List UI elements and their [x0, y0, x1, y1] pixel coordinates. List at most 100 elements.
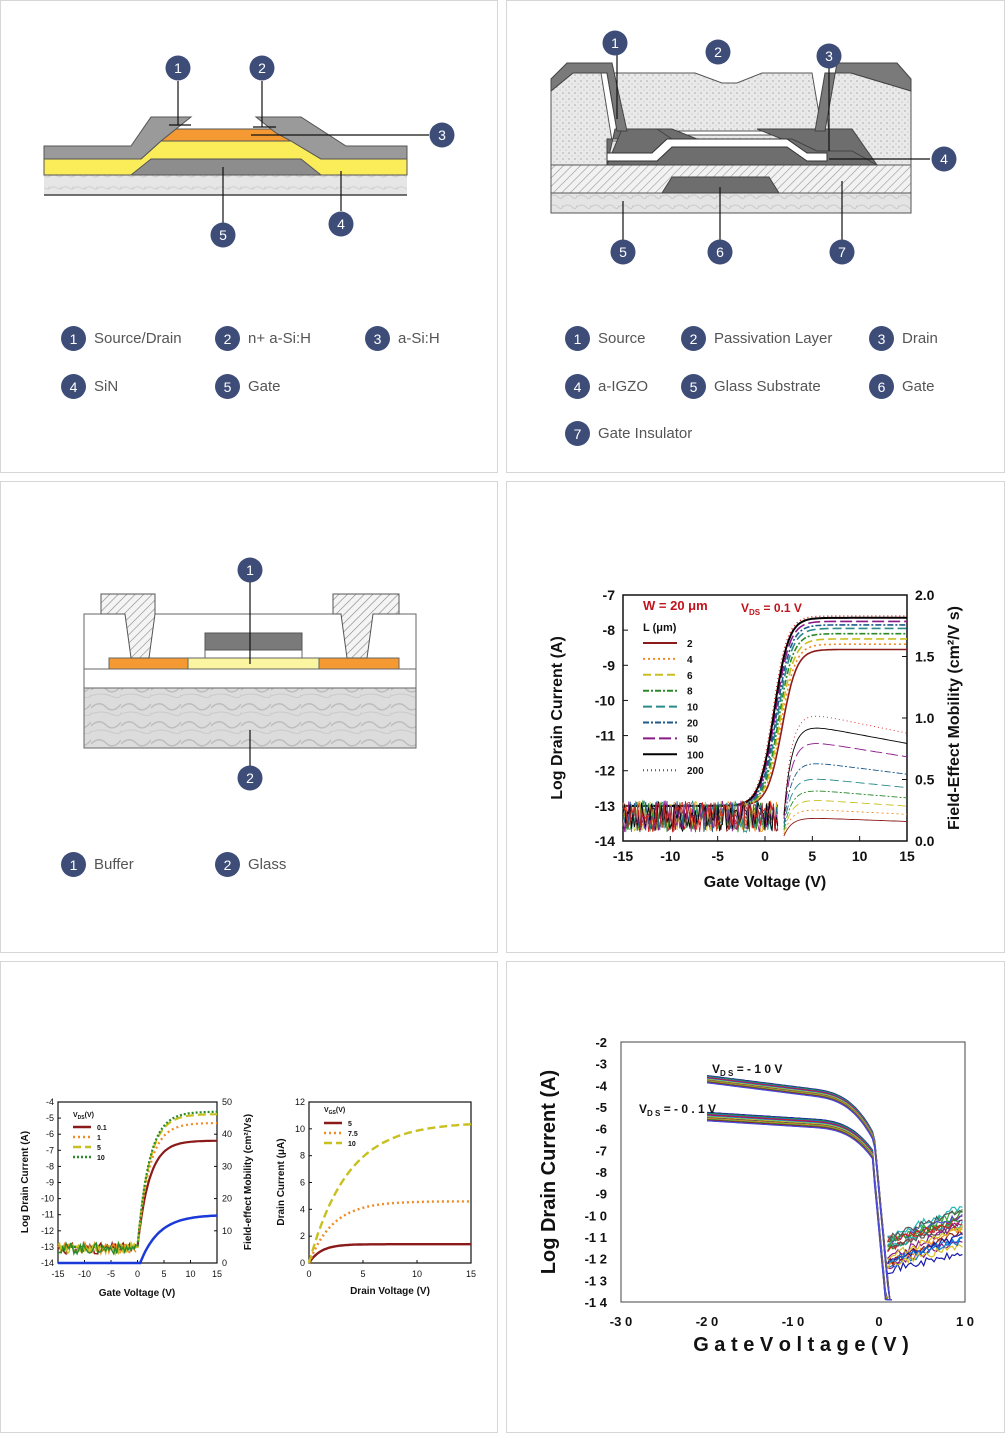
callout-4: 4 — [328, 211, 354, 237]
x-tick-label: -2 0 — [696, 1314, 718, 1329]
transfer-curve-5 — [58, 1113, 217, 1248]
svg-text:4: 4 — [337, 216, 345, 232]
output-curve-5 — [308, 1243, 471, 1264]
y-tick-label: -1 0 — [585, 1208, 607, 1223]
transfer-curve-200 — [623, 615, 907, 807]
y-tick-label: 4 — [300, 1204, 305, 1214]
mobility-curve-10 — [783, 778, 908, 827]
legend-label-20: 20 — [687, 719, 699, 730]
off-current-curve — [887, 1229, 963, 1267]
y2-axis-label: Field-Effect Mobility (cm²/V s) — [946, 606, 963, 830]
gate-metal — [129, 158, 323, 176]
panel-transfer-vs-length: -15 -10 -5 0 5 10 15 -7 -8 -9 -10 -11 -12 -13 -14 2.0 1.… — [506, 481, 1005, 953]
legend-item-source: 1 Source — [565, 326, 646, 351]
y-tick-label: -8 — [595, 1165, 607, 1180]
width-annotation: W = 20 μm — [643, 598, 708, 613]
y-tick-label: -13 — [41, 1242, 54, 1252]
legend-item-n-asi: 2 n+ a-Si:H — [215, 326, 311, 351]
y-tick-label: -1 4 — [585, 1295, 608, 1310]
y-tick-label: -4 — [46, 1097, 54, 1107]
mobility-curve-20 — [783, 763, 908, 824]
legend-item-igzo: 4 a-IGZO — [565, 374, 648, 399]
transfer-output-charts: -15 -10 -5 0 5 10 15-4-5-6-7-8-9-10-11-12-13-1… — [20, 1097, 476, 1299]
transfer-y-label: Log Drain Current (A) — [20, 1131, 31, 1233]
vds-01-annotation: VD S = - 0 . 1 V — [639, 1102, 716, 1118]
y-tick-label: -1 1 — [585, 1230, 607, 1245]
mobility-curve-2 — [783, 817, 908, 837]
callout-3: 3 — [816, 43, 842, 69]
ptype-transfer-chart: -3 0 -2 0 -1 0 0 1 0 -2 -3 -4 -5 -6 -7 -8 -9 -1 0 -1 1… — [538, 1035, 974, 1356]
y2-tick-label: 1.0 — [915, 710, 935, 726]
mobility-curve-6 — [783, 800, 908, 832]
callout-5: 5 — [610, 239, 636, 265]
mobility-curve-50 — [783, 743, 908, 819]
y-tick-label: -2 — [595, 1035, 607, 1050]
drain-electrode — [254, 116, 408, 160]
y-tick-label: -7 — [595, 1143, 607, 1158]
callout-3: 3 — [429, 122, 455, 148]
transfer-curve — [706, 1078, 892, 1301]
y2-tick-label: 30 — [222, 1161, 232, 1171]
transfer-curve — [706, 1118, 892, 1301]
svg-text:5: 5 — [619, 244, 627, 260]
panel-transfer-output: -15 -10 -5 0 5 10 15 -4 -5 -6 -7 -8 -9 -10 -11 -12 -13 -1… — [0, 961, 498, 1433]
off-current-curve — [887, 1237, 963, 1263]
y2-tick-label: 10 — [222, 1226, 232, 1236]
transfer-curve-4 — [623, 643, 907, 807]
y-tick-label: -7 — [603, 587, 616, 603]
x-tick-label: -5 — [107, 1269, 115, 1279]
legend-label-2: 2 — [687, 639, 693, 650]
x-tick-label: -10 — [660, 848, 680, 864]
output-x-label: Drain Voltage (V) — [350, 1286, 430, 1297]
mobility-curve-8 — [783, 790, 908, 830]
transfer-curve — [706, 1075, 892, 1301]
legend-label-7.5: 7.5 — [348, 1131, 358, 1138]
transfer-curve — [706, 1120, 892, 1301]
transfer-chart-length: -15 -10 -5 0 5 10 15 -7 -8 -9 -10 -11 -12 -13 -14 2.0 1.… — [549, 587, 963, 891]
transfer-curve — [706, 1074, 892, 1301]
y-tick-label: -3 — [595, 1057, 607, 1072]
transfer-curve-20 — [623, 624, 907, 807]
legend-item-buffer: 1 Buffer — [61, 852, 134, 877]
svg-text:2: 2 — [714, 44, 722, 60]
svg-text:5: 5 — [219, 227, 227, 243]
legend-item-gate-insulator: 7 Gate Insulator — [565, 421, 692, 446]
panel-ptype-transfer: -3 0 -2 0 -1 0 0 1 0 -2 -3 -4 -5 -6 -7 -8 -9 -1 0 -1 1… — [506, 961, 1005, 1433]
x-tick-label: 5 — [360, 1269, 365, 1279]
panel-buffer-glass: 1 2 1 Buffer 2 Glass — [0, 481, 498, 953]
mobility-curve — [58, 1214, 218, 1265]
y-tick-label: 10 — [295, 1124, 305, 1134]
panel-asi-tft: 1 2 3 5 4 1 Source/Drain 2 n+ a-Si:H 3 a-Si… — [0, 0, 498, 473]
x-tick-label: 15 — [899, 848, 915, 864]
transfer-curve — [706, 1076, 892, 1301]
legend-label-1: 1 — [97, 1135, 101, 1142]
y-tick-label: -8 — [603, 622, 616, 638]
source-electrode — [43, 116, 193, 160]
x-tick-label: -3 0 — [610, 1314, 632, 1329]
topgate-tft-diagram: 1 2 — [83, 557, 417, 791]
y-tick-label: -1 3 — [585, 1273, 607, 1288]
x-tick-label: -10 — [78, 1269, 91, 1279]
x-tick-label: 0 — [761, 848, 769, 864]
callout-2: 2 — [705, 39, 731, 65]
svg-text:2: 2 — [258, 60, 266, 76]
svg-text:7: 7 — [838, 244, 846, 260]
callout-4: 4 — [931, 146, 957, 172]
callout-1: 1 — [165, 55, 191, 81]
svg-text:6: 6 — [716, 244, 724, 260]
transfer-curve — [706, 1119, 892, 1301]
x-tick-label: 10 — [185, 1269, 195, 1279]
output-curve-10 — [307, 1123, 472, 1264]
vds-annotation: VDS = 0.1 V — [741, 601, 802, 617]
transfer-curve-10 — [623, 627, 907, 807]
output-curve-7.5 — [307, 1200, 471, 1264]
y-tick-label: 0 — [300, 1258, 305, 1268]
transfer-curve-10 — [58, 1110, 217, 1248]
off-current-curve — [887, 1209, 963, 1240]
x-tick-label: 0 — [135, 1269, 140, 1279]
callout-6: 6 — [707, 239, 733, 265]
off-current-curve — [887, 1205, 963, 1240]
output-y-label: Drain Current (μA) — [276, 1138, 287, 1225]
noise-floor-200 — [622, 801, 779, 833]
x-tick-label: 5 — [161, 1269, 166, 1279]
